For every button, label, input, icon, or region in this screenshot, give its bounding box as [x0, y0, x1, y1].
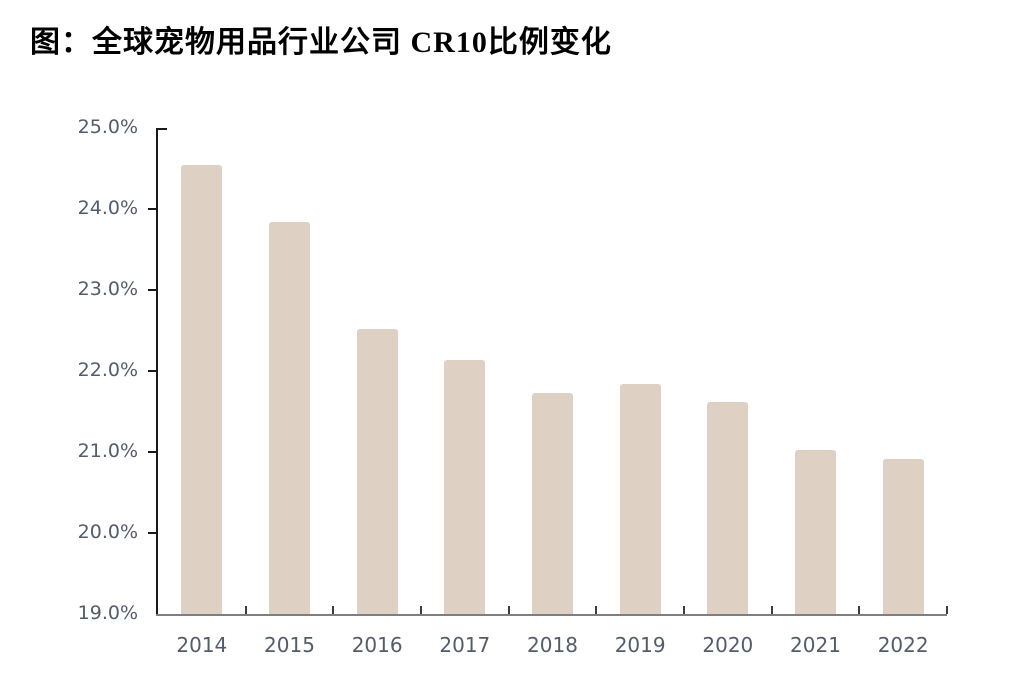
- bar-2014: [181, 165, 223, 614]
- x-tick: [244, 606, 247, 614]
- y-tick-label: 25.0%: [77, 116, 138, 138]
- x-tick: [332, 606, 335, 614]
- y-tick: [148, 289, 156, 291]
- bar-2015: [269, 221, 310, 614]
- x-tick-label: 2014: [176, 633, 228, 657]
- y-axis-line: [156, 128, 158, 616]
- x-tick: [595, 606, 598, 614]
- bar-2017: [444, 360, 486, 614]
- bar-2016: [356, 328, 398, 614]
- x-tick-label: 2016: [351, 633, 403, 657]
- x-tick: [507, 606, 510, 614]
- bar-2022: [882, 459, 924, 614]
- y-axis-top-tick: [158, 128, 167, 130]
- x-tick-label: 2021: [790, 633, 841, 657]
- y-tick-label: 21.0%: [77, 440, 138, 462]
- bar-2019: [619, 383, 661, 614]
- y-tick-label: 22.0%: [77, 359, 138, 381]
- y-tick-label: 19.0%: [77, 602, 138, 624]
- chart-title: 图：全球宠物用品行业公司 CR10比例变化: [30, 26, 612, 59]
- y-tick: [148, 370, 156, 372]
- x-tick: [770, 606, 773, 614]
- x-tick-label: 2022: [877, 633, 929, 657]
- bar-2018: [532, 392, 573, 614]
- y-tick-label: 23.0%: [77, 278, 138, 300]
- x-axis-line: [156, 614, 947, 616]
- x-tick: [946, 606, 948, 614]
- y-tick: [148, 532, 156, 534]
- y-tick-label: 24.0%: [77, 197, 138, 219]
- x-tick-label: 2015: [264, 633, 315, 657]
- x-tick-label: 2018: [527, 633, 578, 657]
- x-tick-label: 2020: [702, 633, 754, 657]
- bar-2020: [707, 401, 749, 614]
- y-tick: [148, 451, 156, 453]
- bar-2021: [795, 450, 836, 614]
- y-tick: [148, 208, 156, 210]
- x-tick: [683, 606, 685, 614]
- y-tick-label: 20.0%: [77, 521, 138, 543]
- x-tick: [420, 606, 422, 614]
- x-tick-label: 2019: [614, 633, 666, 657]
- x-tick: [858, 606, 861, 614]
- x-tick-label: 2017: [439, 633, 491, 657]
